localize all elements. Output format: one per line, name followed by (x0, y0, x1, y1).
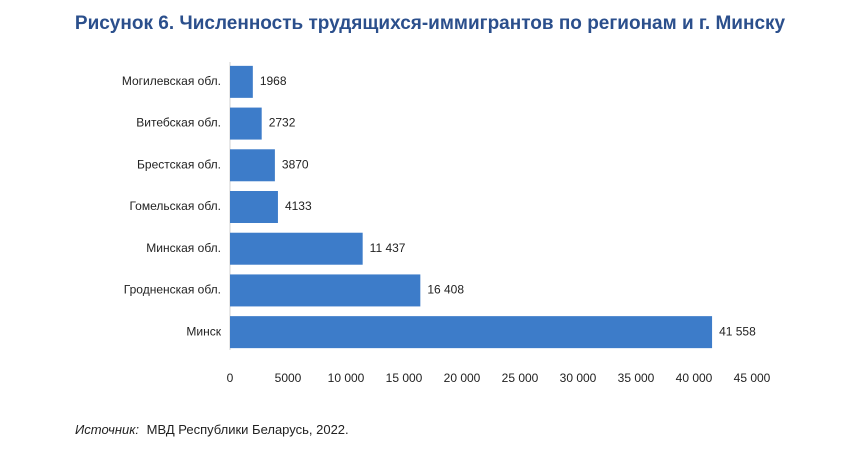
value-label: 1968 (260, 74, 287, 88)
x-tick-label: 35 000 (618, 371, 655, 385)
chart-title: Рисунок 6. Численность трудящихся-иммигр… (75, 13, 786, 34)
bar (230, 274, 421, 307)
y-tick-label: Брестская обл. (137, 157, 221, 171)
y-tick-label: Витебская обл. (136, 116, 221, 130)
value-label: 4133 (285, 199, 312, 213)
y-tick-label: Гомельская обл. (129, 199, 221, 213)
source-text: МВД Республики Беларусь, 2022. (147, 422, 349, 437)
bar (230, 191, 278, 223)
x-tick-label: 20 000 (444, 371, 481, 385)
bar (230, 149, 275, 182)
bar (230, 232, 363, 265)
value-label: 11 437 (370, 241, 406, 255)
x-tick-label: 30 000 (560, 371, 597, 385)
x-tick-label: 45 000 (734, 371, 771, 385)
x-tick-label: 0 (227, 371, 234, 385)
bar (230, 65, 253, 98)
y-tick-label: Минск (186, 324, 221, 338)
x-tick-label: 15 000 (386, 371, 423, 385)
x-tick-label: 5000 (275, 371, 302, 385)
y-tick-label: Могилевская обл. (122, 74, 221, 88)
y-tick-label: Гродненская обл. (124, 283, 221, 297)
source-label: Источник: (75, 422, 139, 437)
bar (230, 316, 713, 349)
x-tick-label: 25 000 (502, 371, 539, 385)
value-label: 41 558 (719, 324, 756, 338)
bar (230, 107, 262, 140)
value-label: 2732 (269, 116, 296, 130)
value-label: 3870 (282, 157, 309, 171)
value-label: 16 408 (427, 283, 464, 297)
y-tick-label: Минская обл. (146, 241, 221, 255)
x-tick-label: 40 000 (676, 371, 713, 385)
x-tick-label: 10 000 (328, 371, 365, 385)
source: Источник: МВД Республики Беларусь, 2022. (75, 422, 349, 437)
